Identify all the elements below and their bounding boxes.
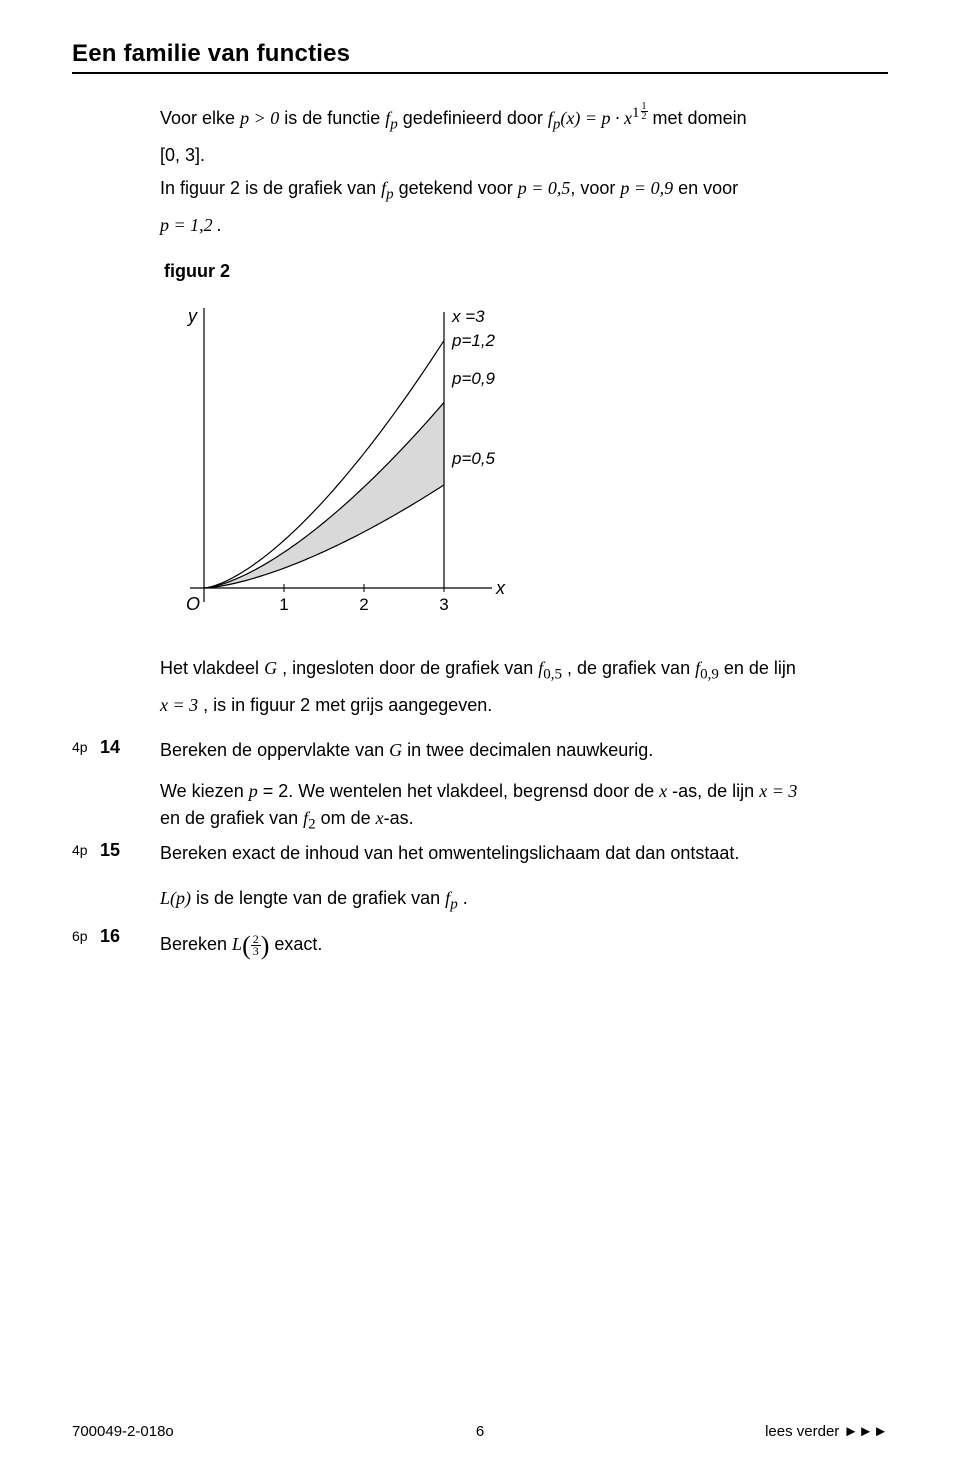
q15-text: Bereken exact de inhoud van het omwentel… xyxy=(160,840,888,867)
svg-text:p=1,2: p=1,2 xyxy=(451,331,496,350)
q16-number: 16 xyxy=(100,926,160,947)
svg-text:x =3: x =3 xyxy=(451,307,485,326)
footer-left: 700049-2-018o xyxy=(72,1423,174,1440)
svg-text:O: O xyxy=(186,594,200,614)
intro-line-2: [0, 3]. xyxy=(160,142,888,169)
q16-text: Bereken L(23) exact. xyxy=(160,926,888,965)
svg-text:1: 1 xyxy=(279,595,288,614)
figure-label: figuur 2 xyxy=(164,261,888,282)
question-15: 4p 15 Bereken exact de inhoud van het om… xyxy=(72,840,888,867)
question-14: 4p 14 Bereken de oppervlakte van G in tw… xyxy=(72,737,888,764)
svg-text:y: y xyxy=(186,306,198,326)
q14-points: 4p xyxy=(72,737,100,755)
title-bar: Een familie van functies xyxy=(72,40,888,74)
figure-2-chart: 1 2 3 y x Ox =3 p=1,2 p=0,9 p=0,5 xyxy=(164,288,888,633)
arc-length-def: L(p) is de lengte van de grafiek van fp … xyxy=(160,885,888,916)
svg-text:3: 3 xyxy=(439,595,448,614)
footer-right: lees verder ►►► xyxy=(765,1423,888,1440)
svg-text:x: x xyxy=(495,578,506,598)
q16-points: 6p xyxy=(72,926,100,944)
intro-line-1: Voor elke p > 0 is de functie fp gedefin… xyxy=(160,102,888,136)
intro-line-3: In figuur 2 is de grafiek van fp geteken… xyxy=(160,175,888,206)
svg-text:p=0,5: p=0,5 xyxy=(451,449,496,468)
intro-line-4: p = 1,2 . xyxy=(160,212,888,239)
rotation-setup: We kiezen p = 2. We wentelen het vlakdee… xyxy=(160,778,888,836)
region-desc-line-1: Het vlakdeel G , ingesloten door de graf… xyxy=(160,655,888,686)
region-desc-line-2: x = 3 , is in figuur 2 met grijs aangege… xyxy=(160,692,888,719)
page-title: Een familie van functies xyxy=(72,40,350,67)
q14-number: 14 xyxy=(100,737,160,758)
q15-points: 4p xyxy=(72,840,100,858)
footer-page-number: 6 xyxy=(476,1423,484,1440)
question-16: 6p 16 Bereken L(23) exact. xyxy=(72,926,888,965)
q14-text: Bereken de oppervlakte van G in twee dec… xyxy=(160,737,888,764)
svg-text:2: 2 xyxy=(359,595,368,614)
q15-number: 15 xyxy=(100,840,160,861)
svg-text:p=0,9: p=0,9 xyxy=(451,369,496,388)
page-footer: 700049-2-018o 6 lees verder ►►► xyxy=(72,1423,888,1440)
